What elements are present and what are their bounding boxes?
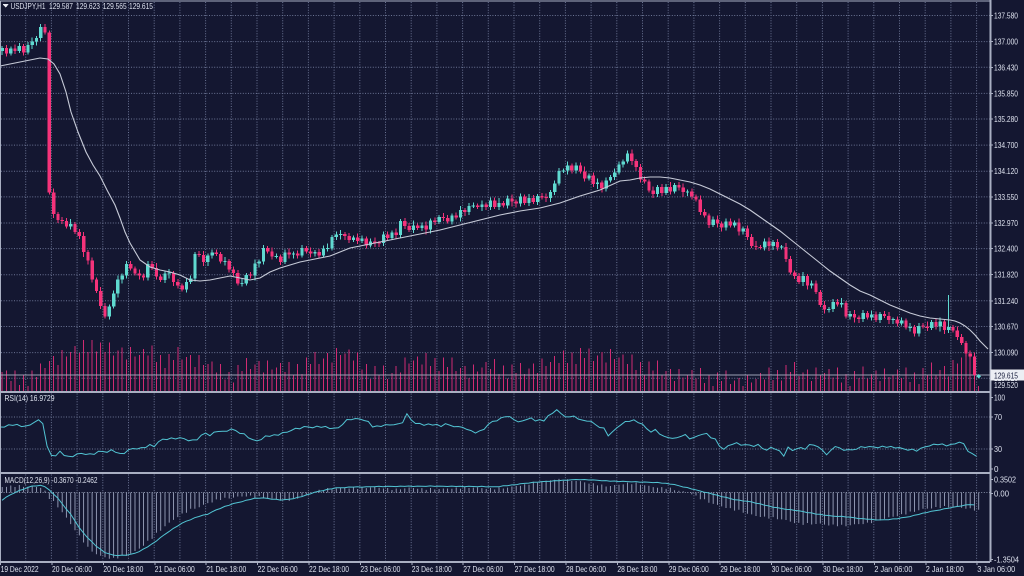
svg-text:130.090: 130.090: [994, 348, 1018, 358]
svg-text:29 Dec 18:00: 29 Dec 18:00: [720, 564, 760, 574]
svg-text:MACD(12,26,9) -0.3670 -0.2462: MACD(12,26,9) -0.3670 -0.2462: [5, 475, 98, 485]
svg-text:129.615: 129.615: [994, 370, 1018, 380]
svg-text:RSI(14) 16.9729: RSI(14) 16.9729: [5, 393, 55, 403]
svg-text:133.550: 133.550: [994, 192, 1018, 202]
svg-text:20 Dec 18:00: 20 Dec 18:00: [103, 564, 143, 574]
svg-text:2 Jan 18:00: 2 Jan 18:00: [926, 564, 964, 574]
svg-text:USDJPY,H1: USDJPY,H1: [11, 1, 46, 11]
svg-text:27 Dec 06:00: 27 Dec 06:00: [463, 564, 503, 574]
svg-text:70: 70: [994, 412, 1002, 422]
svg-text:30 Dec 06:00: 30 Dec 06:00: [772, 564, 812, 574]
svg-text:132.400: 132.400: [994, 244, 1018, 254]
svg-text:129.587: 129.587: [49, 1, 73, 11]
svg-text:-1.3504: -1.3504: [994, 555, 1019, 565]
svg-text:135.850: 135.850: [994, 88, 1018, 98]
svg-text:131.240: 131.240: [994, 296, 1018, 306]
svg-text:20 Dec 06:00: 20 Dec 06:00: [52, 564, 92, 574]
svg-text:21 Dec 18:00: 21 Dec 18:00: [206, 564, 246, 574]
svg-text:29 Dec 06:00: 29 Dec 06:00: [669, 564, 709, 574]
svg-text:28 Dec 06:00: 28 Dec 06:00: [566, 564, 606, 574]
svg-text:21 Dec 06:00: 21 Dec 06:00: [155, 564, 195, 574]
svg-text:130.670: 130.670: [994, 322, 1018, 332]
svg-text:135.280: 135.280: [994, 114, 1018, 124]
svg-text:137.580: 137.580: [994, 11, 1018, 21]
svg-text:28 Dec 18:00: 28 Dec 18:00: [617, 564, 657, 574]
svg-text:0.3502: 0.3502: [994, 475, 1016, 485]
svg-text:137.000: 137.000: [994, 37, 1018, 47]
svg-text:22 Dec 18:00: 22 Dec 18:00: [309, 564, 349, 574]
svg-text:129.520: 129.520: [994, 380, 1018, 390]
svg-text:0: 0: [994, 464, 999, 474]
svg-text:134.700: 134.700: [994, 140, 1018, 150]
svg-text:22 Dec 06:00: 22 Dec 06:00: [258, 564, 298, 574]
svg-text:27 Dec 18:00: 27 Dec 18:00: [515, 564, 555, 574]
svg-text:30: 30: [994, 444, 1002, 454]
svg-text:30 Dec 18:00: 30 Dec 18:00: [823, 564, 863, 574]
svg-text:129.565: 129.565: [103, 1, 127, 11]
svg-text:129.623: 129.623: [76, 1, 100, 11]
svg-text:23 Dec 18:00: 23 Dec 18:00: [412, 564, 452, 574]
svg-text:2 Jan 06:00: 2 Jan 06:00: [874, 564, 912, 574]
svg-text:129.615: 129.615: [129, 1, 153, 11]
svg-text:3 Jan 06:00: 3 Jan 06:00: [977, 564, 1015, 574]
svg-text:0.00: 0.00: [994, 489, 1009, 499]
svg-text:19 Dec 2022: 19 Dec 2022: [1, 564, 39, 574]
svg-text:132.970: 132.970: [994, 218, 1018, 228]
svg-text:134.120: 134.120: [994, 166, 1018, 176]
svg-text:131.820: 131.820: [994, 270, 1018, 280]
svg-text:100: 100: [994, 393, 1005, 403]
svg-text:136.430: 136.430: [994, 62, 1018, 72]
svg-text:23 Dec 06:00: 23 Dec 06:00: [360, 564, 400, 574]
